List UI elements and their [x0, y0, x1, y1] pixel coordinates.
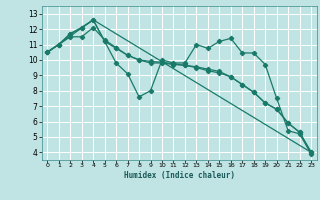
X-axis label: Humidex (Indice chaleur): Humidex (Indice chaleur) [124, 171, 235, 180]
